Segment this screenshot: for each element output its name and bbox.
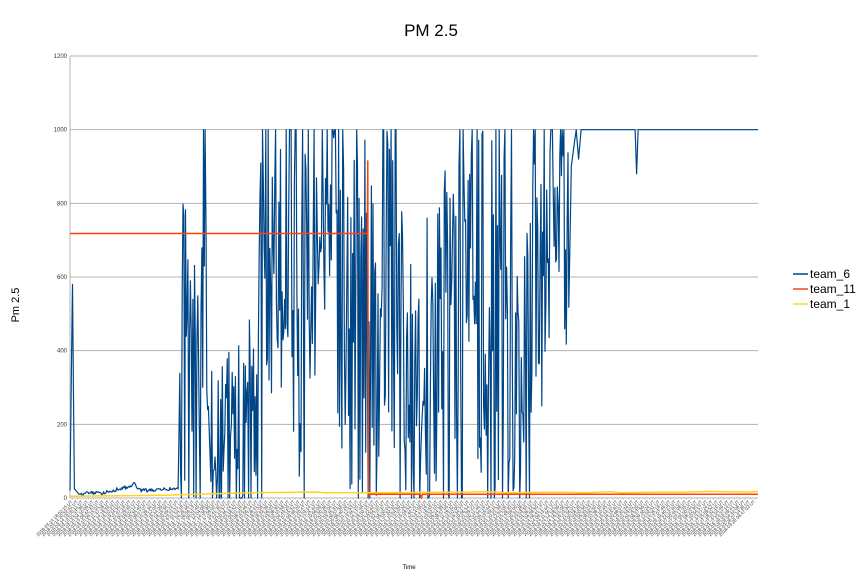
legend-label-team_6: team_6 xyxy=(810,267,850,281)
y-tick-label: 400 xyxy=(57,349,68,355)
y-tick-label: 800 xyxy=(57,201,68,207)
y-tick-label: 600 xyxy=(57,275,68,281)
y-axis-title: Pm 2.5 xyxy=(10,288,22,323)
y-tick-label: 1200 xyxy=(54,54,68,60)
series-line-team_6 xyxy=(69,129,758,499)
series-line-team_11 xyxy=(70,160,758,499)
x-axis-title: Time xyxy=(402,565,416,571)
y-tick-labels: 0 200 400 600 800 1000 1200 xyxy=(54,54,68,502)
series-lines xyxy=(69,129,759,499)
y-tick-label: 0 xyxy=(64,496,68,502)
y-tick-label: 1000 xyxy=(54,128,68,134)
legend-label-team_1: team_1 xyxy=(810,297,850,311)
chart-title: PM 2.5 xyxy=(404,21,458,40)
y-tick-label: 200 xyxy=(57,422,68,428)
series-line-team_1 xyxy=(69,490,759,497)
legend-label-team_11: team_11 xyxy=(810,282,856,296)
